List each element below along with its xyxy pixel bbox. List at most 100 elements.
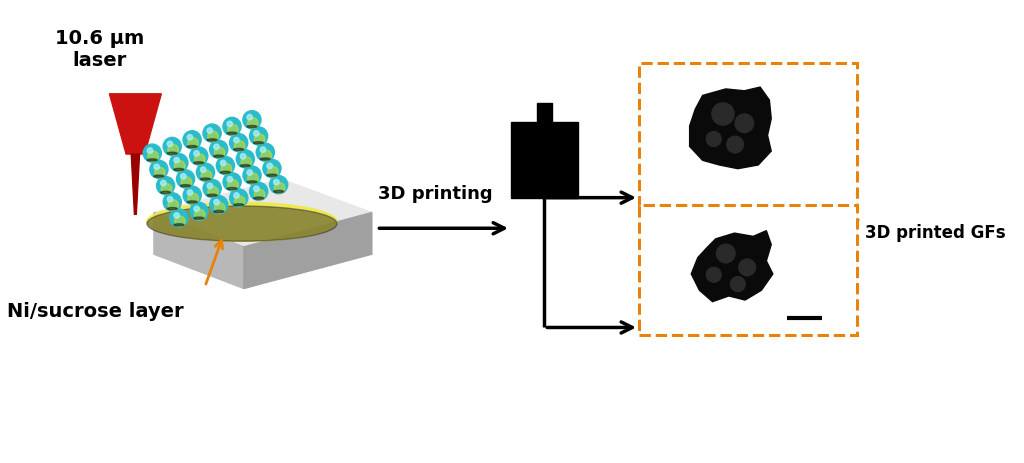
Circle shape — [161, 183, 172, 194]
Circle shape — [274, 182, 285, 193]
Circle shape — [227, 176, 232, 182]
Circle shape — [208, 131, 218, 142]
Circle shape — [210, 195, 228, 214]
Circle shape — [707, 131, 721, 146]
Ellipse shape — [247, 181, 257, 183]
Circle shape — [187, 138, 199, 148]
Circle shape — [168, 200, 178, 210]
Circle shape — [269, 175, 288, 194]
Circle shape — [247, 170, 253, 175]
Circle shape — [250, 182, 268, 200]
Circle shape — [194, 151, 200, 156]
Text: 5 mm: 5 mm — [782, 294, 826, 309]
Circle shape — [174, 161, 185, 171]
Circle shape — [183, 186, 202, 204]
Ellipse shape — [254, 142, 263, 144]
Ellipse shape — [147, 206, 337, 241]
Circle shape — [167, 197, 173, 202]
Circle shape — [187, 190, 193, 195]
Ellipse shape — [220, 171, 230, 174]
Circle shape — [234, 196, 245, 206]
Circle shape — [227, 121, 232, 126]
Circle shape — [214, 144, 219, 150]
Circle shape — [174, 157, 179, 163]
Circle shape — [167, 141, 173, 147]
Text: 3D printing: 3D printing — [378, 185, 493, 203]
Ellipse shape — [267, 174, 276, 176]
Circle shape — [201, 170, 212, 181]
Polygon shape — [154, 213, 244, 288]
Polygon shape — [691, 231, 773, 302]
Circle shape — [197, 163, 215, 181]
Ellipse shape — [180, 185, 190, 187]
Circle shape — [168, 144, 178, 155]
Ellipse shape — [214, 210, 224, 213]
Circle shape — [243, 166, 261, 184]
Ellipse shape — [187, 145, 198, 148]
Circle shape — [187, 193, 199, 204]
Bar — [537, 103, 552, 122]
Circle shape — [163, 193, 181, 211]
Circle shape — [147, 151, 159, 162]
Ellipse shape — [154, 175, 164, 177]
Circle shape — [248, 118, 258, 128]
Circle shape — [250, 127, 267, 145]
Circle shape — [707, 268, 721, 282]
Circle shape — [267, 163, 272, 169]
Circle shape — [267, 166, 279, 177]
Circle shape — [163, 138, 181, 156]
Ellipse shape — [161, 191, 171, 194]
Circle shape — [170, 154, 188, 172]
Bar — [511, 122, 578, 198]
Circle shape — [194, 206, 200, 212]
Circle shape — [223, 173, 242, 191]
Ellipse shape — [227, 188, 238, 190]
Circle shape — [180, 174, 186, 179]
Ellipse shape — [241, 164, 250, 167]
Polygon shape — [689, 87, 771, 169]
Circle shape — [161, 180, 166, 186]
Circle shape — [150, 160, 168, 178]
Ellipse shape — [273, 190, 284, 193]
Ellipse shape — [174, 224, 184, 226]
Circle shape — [237, 150, 254, 168]
Polygon shape — [244, 213, 372, 288]
Circle shape — [201, 167, 206, 172]
Circle shape — [243, 111, 261, 129]
Circle shape — [147, 148, 153, 153]
Ellipse shape — [260, 158, 270, 160]
Circle shape — [143, 144, 162, 162]
Circle shape — [727, 136, 743, 153]
Ellipse shape — [207, 139, 217, 141]
Circle shape — [229, 134, 248, 152]
Circle shape — [181, 177, 191, 188]
Circle shape — [189, 202, 208, 220]
Circle shape — [223, 117, 241, 136]
Ellipse shape — [147, 202, 337, 241]
Circle shape — [260, 147, 266, 152]
Circle shape — [210, 140, 227, 158]
Ellipse shape — [167, 152, 177, 155]
Bar — [639, 63, 857, 207]
Circle shape — [717, 244, 735, 263]
Circle shape — [216, 156, 234, 175]
Circle shape — [183, 131, 202, 149]
Circle shape — [174, 213, 179, 218]
Ellipse shape — [233, 148, 244, 150]
Circle shape — [189, 147, 208, 165]
Circle shape — [233, 193, 240, 198]
Circle shape — [261, 150, 271, 161]
Circle shape — [735, 114, 754, 132]
Circle shape — [176, 170, 195, 188]
Ellipse shape — [194, 217, 204, 219]
Ellipse shape — [254, 197, 264, 199]
Text: Ni/sucrose layer: Ni/sucrose layer — [7, 302, 184, 321]
Ellipse shape — [167, 207, 177, 210]
Ellipse shape — [187, 201, 198, 203]
Ellipse shape — [214, 155, 223, 157]
Circle shape — [220, 160, 226, 166]
Circle shape — [195, 154, 205, 164]
Circle shape — [247, 114, 252, 120]
Circle shape — [234, 141, 245, 151]
Circle shape — [170, 209, 188, 227]
